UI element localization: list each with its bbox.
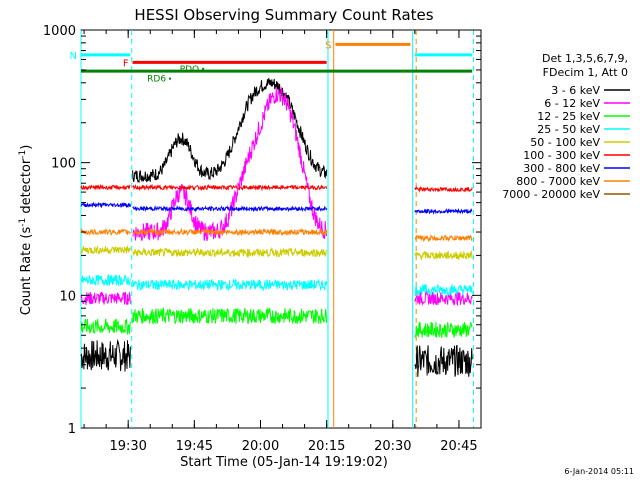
- y-tick-label-2: 100: [51, 157, 76, 172]
- y-tick-label-0: 1: [68, 422, 76, 437]
- series-line-6-1: [132, 204, 328, 213]
- series-line-6-0: [80, 201, 131, 209]
- series-line-5-2: [414, 185, 473, 193]
- legend-header-line-1: Det 1,3,5,6,7,9,: [542, 52, 628, 65]
- series-line-2-0: [80, 318, 131, 335]
- legend: Det 1,3,5,6,7,9, FDecim 1, Att 0 3 - 6 k…: [502, 52, 630, 201]
- series-line-0-1: [132, 77, 328, 184]
- series-line-0-0: [80, 338, 131, 372]
- legend-label-6: 300 - 800 keV: [523, 162, 600, 175]
- x-axis-ticks: 19:30 19:45 20:00 20:15 20:30 20:45: [83, 30, 482, 454]
- series-line-2-2: [414, 321, 473, 338]
- vertical-marker-lines: [80, 30, 475, 428]
- x-tick-label-0: 19:30: [109, 439, 146, 454]
- legend-header-line-2: FDecim 1, Att 0: [543, 66, 628, 79]
- series-line-1-1: [132, 87, 328, 241]
- series-line-5-1: [132, 183, 328, 192]
- x-tick-label-5: 20:45: [440, 439, 477, 454]
- flag-bars: N F S PDO RD6: [70, 40, 473, 85]
- series-line-3-1: [132, 278, 328, 292]
- x-axis-label: Start Time (05-Jan-14 19:19:02): [180, 455, 388, 470]
- legend-label-5: 100 - 300 keV: [523, 149, 600, 162]
- series-line-2-1: [132, 306, 328, 325]
- x-tick-label-4: 20:30: [374, 439, 411, 454]
- series-line-4-1: [132, 246, 328, 259]
- series-line-7-1: [132, 227, 328, 237]
- legend-label-2: 12 - 25 keV: [537, 110, 600, 123]
- legend-label-0: 3 - 6 keV: [551, 84, 600, 97]
- series-line-3-2: [414, 283, 473, 297]
- flag-point-1: [169, 77, 172, 80]
- y-axis-label: Count Rate (s-1 detector-1): [18, 145, 34, 316]
- legend-label-1: 6 - 12 keV: [544, 97, 600, 110]
- flag-label-0: N: [70, 51, 77, 62]
- series-line-6-2: [414, 207, 473, 215]
- series-line-7-2: [414, 233, 473, 243]
- y-axis-ticks: 1 10 100 1000: [43, 24, 481, 437]
- legend-label-7: 800 - 7000 keV: [516, 175, 600, 188]
- series-line-7-0: [80, 227, 131, 236]
- x-tick-label-2: 20:00: [242, 439, 279, 454]
- y-tick-label-1: 10: [59, 289, 76, 304]
- flag-point-label-1: RD6: [147, 75, 166, 85]
- series-line-4-2: [414, 249, 473, 261]
- y-tick-label-3: 1000: [43, 24, 76, 39]
- flag-point-0: [202, 67, 205, 70]
- series-line-0-2: [414, 344, 473, 377]
- series-line-1-2: [414, 290, 473, 307]
- x-tick-label-1: 19:45: [176, 439, 213, 454]
- flag-label-2: F: [123, 58, 129, 69]
- series-line-3-0: [80, 273, 131, 287]
- chart-title: HESSI Observing Summary Count Rates: [134, 6, 433, 24]
- flag-label-3: S: [325, 40, 331, 51]
- series-group: [80, 77, 473, 377]
- legend-label-4: 50 - 100 keV: [530, 136, 600, 149]
- timestamp: 6-Jan-2014 05:11: [564, 467, 634, 476]
- series-line-1-0: [80, 291, 131, 305]
- x-tick-label-3: 20:15: [308, 439, 345, 454]
- legend-label-3: 25 - 50 keV: [537, 123, 600, 136]
- legend-label-8: 7000 - 20000 keV: [502, 188, 600, 201]
- series-line-4-0: [80, 245, 131, 255]
- series-line-5-0: [80, 184, 131, 191]
- flag-point-label-0: PDO: [180, 65, 199, 75]
